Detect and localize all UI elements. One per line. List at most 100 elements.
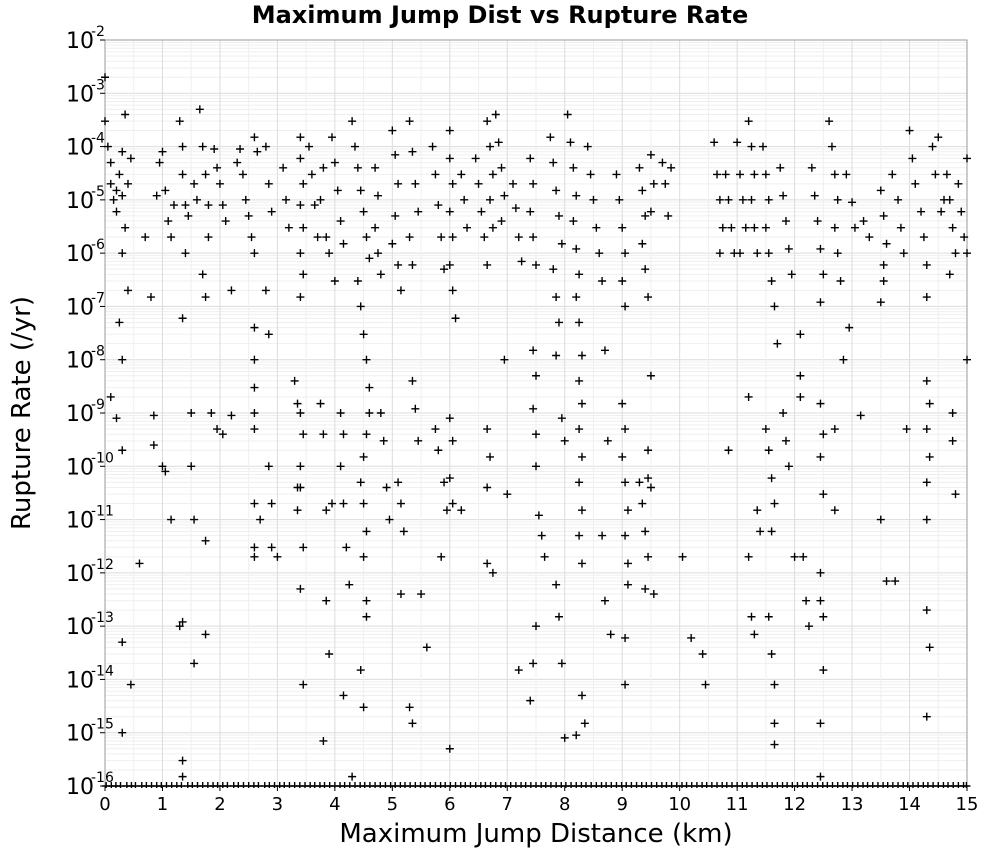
data-point	[937, 207, 946, 216]
data-point	[411, 404, 420, 413]
data-point	[615, 195, 624, 204]
data-point	[621, 302, 630, 311]
data-point	[359, 552, 368, 561]
data-point	[963, 154, 971, 163]
floor-data-point	[617, 782, 626, 788]
floor-data-point	[131, 782, 140, 788]
floor-data-point	[778, 782, 787, 788]
data-point	[554, 318, 563, 327]
data-point	[764, 249, 773, 258]
data-point	[736, 249, 745, 258]
floor-data-point	[602, 782, 611, 788]
data-point	[241, 195, 250, 204]
y-tick-exponent: -8	[91, 344, 105, 360]
floor-data-point	[627, 782, 636, 788]
data-point	[348, 117, 357, 126]
x-tick-label: 12	[783, 794, 806, 815]
data-point	[313, 233, 322, 242]
data-point	[178, 170, 187, 179]
floor-data-point	[742, 782, 751, 788]
y-tick-label: 10	[66, 295, 94, 320]
data-point	[396, 590, 405, 599]
data-point	[747, 142, 756, 151]
data-point	[440, 478, 449, 487]
data-point	[382, 483, 391, 492]
data-point	[572, 731, 581, 740]
data-point	[463, 223, 472, 232]
data-point	[201, 170, 210, 179]
data-point	[431, 425, 440, 434]
data-point	[566, 138, 575, 147]
data-point	[833, 249, 842, 258]
data-point	[233, 158, 242, 167]
data-point	[882, 239, 891, 248]
data-point	[319, 430, 328, 439]
y-tick-label: 10	[66, 455, 94, 480]
data-point	[411, 179, 420, 188]
data-point	[460, 195, 469, 204]
floor-data-point	[481, 782, 490, 788]
data-point	[667, 163, 676, 172]
data-point	[373, 191, 382, 200]
data-point	[448, 233, 457, 242]
data-point	[169, 201, 178, 210]
data-point	[534, 511, 543, 520]
floor-data-point	[315, 782, 324, 788]
data-point	[899, 249, 908, 258]
data-point	[296, 584, 305, 593]
data-point	[747, 195, 756, 204]
data-point	[770, 719, 779, 728]
data-point	[486, 142, 495, 151]
floor-data-point	[526, 782, 535, 788]
y-tick-exponent: -11	[91, 504, 114, 520]
data-point	[770, 302, 779, 311]
data-point	[577, 506, 586, 515]
data-point	[529, 659, 538, 668]
y-tick-exponent: -13	[91, 610, 114, 626]
floor-data-point	[949, 782, 958, 788]
floor-data-point	[172, 782, 181, 788]
data-point	[405, 233, 414, 242]
data-point	[353, 163, 362, 172]
floor-data-point	[707, 782, 716, 788]
data-point	[552, 351, 561, 360]
floor-data-point	[763, 782, 772, 788]
data-point	[190, 515, 199, 524]
floor-data-point	[496, 782, 505, 788]
data-point	[362, 596, 371, 605]
floor-data-point	[934, 782, 943, 788]
data-point	[595, 249, 604, 258]
floor-data-point	[336, 782, 345, 788]
y-tick-exponent: -15	[91, 717, 114, 733]
data-point	[149, 441, 158, 450]
x-tick-label: 9	[616, 794, 627, 815]
data-point	[141, 233, 150, 242]
data-point	[618, 223, 627, 232]
data-point	[767, 650, 776, 659]
data-point	[330, 158, 339, 167]
data-point	[437, 552, 446, 561]
data-point	[960, 233, 969, 242]
floor-data-point	[788, 782, 797, 788]
floor-data-point	[532, 782, 540, 788]
floor-data-point	[491, 782, 500, 788]
data-point	[184, 211, 193, 220]
data-point	[816, 772, 825, 781]
data-point	[661, 179, 670, 188]
floor-data-point	[350, 782, 359, 788]
floor-data-point	[682, 782, 691, 788]
data-point	[296, 133, 305, 142]
floor-data-point	[431, 782, 440, 788]
data-point	[187, 409, 196, 417]
data-point	[641, 211, 650, 220]
data-point	[796, 371, 805, 380]
data-point	[911, 179, 920, 188]
data-point	[261, 286, 270, 295]
data-point	[376, 270, 385, 279]
data-point	[724, 446, 733, 455]
data-point	[879, 277, 888, 286]
data-point	[710, 138, 719, 147]
data-point	[779, 191, 788, 200]
y-axis-ticks: 10-210-310-410-510-610-710-810-910-1010-…	[66, 24, 114, 800]
data-point	[146, 293, 155, 302]
